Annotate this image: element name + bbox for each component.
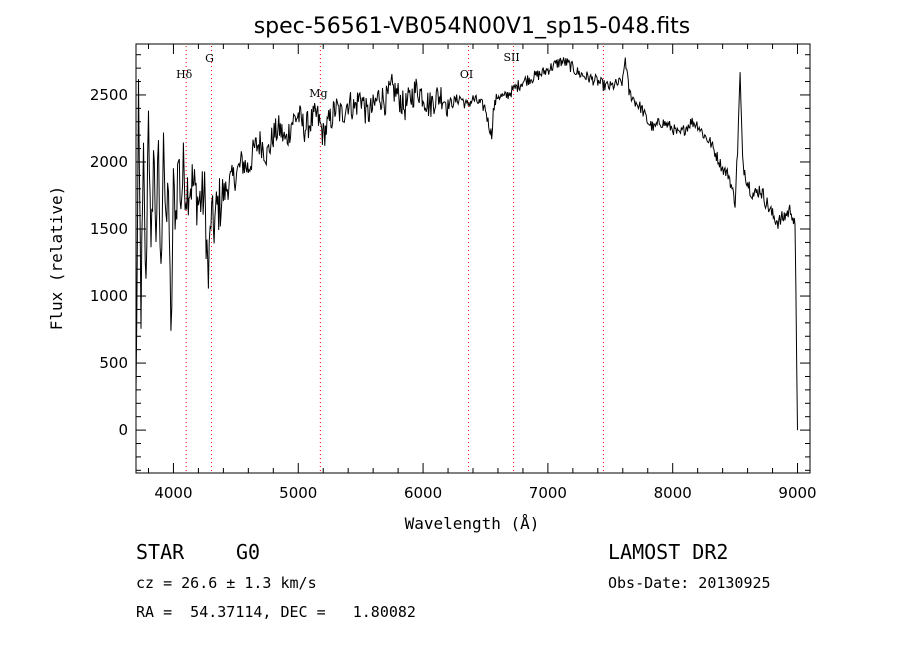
y-tick-label: 500 xyxy=(99,354,128,372)
spectrum-line xyxy=(135,57,798,431)
spectral-subclass: G0 xyxy=(236,540,261,564)
survey-name: LAMOST DR2 xyxy=(608,540,729,564)
y-tick-label: 2500 xyxy=(90,86,128,104)
y-tick-label: 1000 xyxy=(90,287,128,305)
x-tick-label: 9000 xyxy=(778,484,816,502)
x-axis-label: Wavelength (Å) xyxy=(405,514,540,533)
chart-title: spec-56561-VB054N00V1_sp15-048.fits xyxy=(254,14,691,39)
spectral-line-label: Mg xyxy=(309,87,327,100)
redshift-readout: cz = 26.6 ± 1.3 km/s xyxy=(136,574,317,592)
y-tick-label: 1500 xyxy=(90,220,128,238)
spectral-line-label: SII xyxy=(503,51,519,64)
x-tick-label: 7000 xyxy=(529,484,567,502)
spectral-line-label: OI xyxy=(460,68,473,81)
x-tick-label: 8000 xyxy=(654,484,692,502)
plot-area: Hδ G Mg OI SII 4000 5000 6000 7000 8000 9000 0 500 10… xyxy=(90,43,817,502)
coordinates-readout: RA = 54.37114, DEC = 1.80082 xyxy=(136,603,416,621)
x-tick-label: 6000 xyxy=(404,484,442,502)
spectral-line-label: G xyxy=(205,52,214,65)
object-class: STAR xyxy=(136,540,185,564)
x-tick-label: 5000 xyxy=(279,484,317,502)
obs-date: Obs-Date: 20130925 xyxy=(608,574,771,592)
plot-frame xyxy=(135,43,811,474)
y-tick-label: 2000 xyxy=(90,153,128,171)
y-axis-label: Flux (relative) xyxy=(47,186,66,331)
y-tick-label: 0 xyxy=(118,421,128,439)
spectral-line-label: Hδ xyxy=(176,68,193,81)
x-tick-label: 4000 xyxy=(154,484,192,502)
